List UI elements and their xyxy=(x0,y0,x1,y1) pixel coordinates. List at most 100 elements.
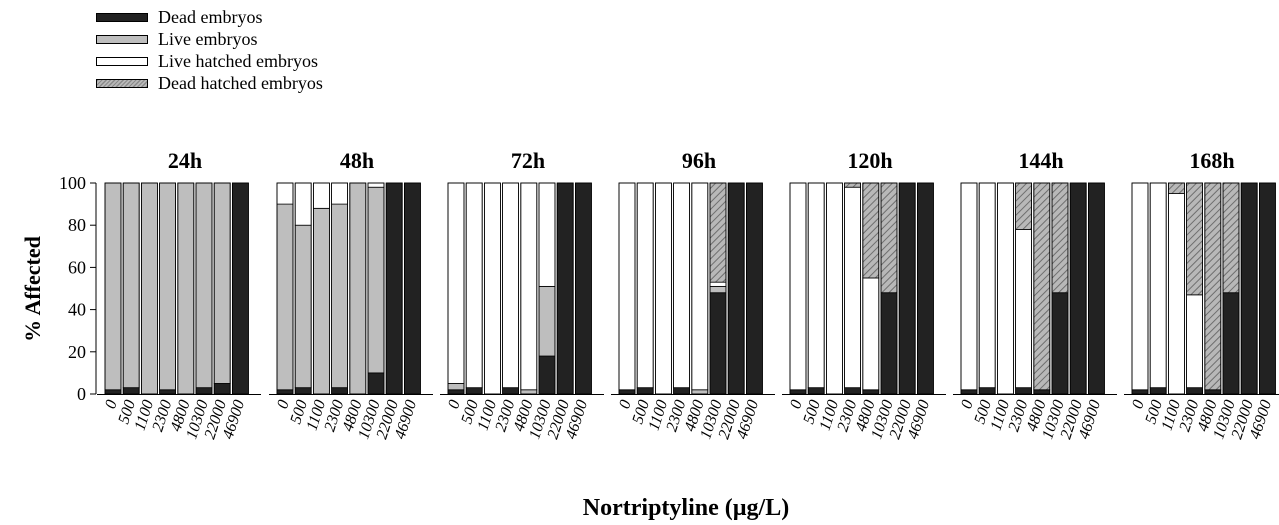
bar-outline xyxy=(1222,182,1240,395)
bar-segment-live xyxy=(331,203,349,389)
bar-segment-dead xyxy=(1240,182,1258,395)
bar-outline xyxy=(104,182,122,395)
bar-segment-dead xyxy=(1088,182,1105,395)
bar-segment-dead xyxy=(294,387,312,395)
bar-outline xyxy=(213,182,231,395)
bar-segment-dead xyxy=(1069,182,1087,395)
bar-segment-dead-hatched xyxy=(1015,182,1032,230)
bar-segment-live-hatched xyxy=(1168,193,1185,395)
bar-segment-dead xyxy=(1015,387,1032,395)
panel-title: 96h xyxy=(682,148,716,173)
panel-title: 120h xyxy=(847,148,892,173)
bar-segment-live xyxy=(177,182,195,395)
bar-segment-dead xyxy=(447,389,465,395)
bar-outline xyxy=(1131,182,1149,395)
bar-segment-dead-hatched xyxy=(1204,182,1222,391)
x-tick-label: 0 xyxy=(1129,398,1148,411)
bar-outline xyxy=(1149,182,1167,395)
legend-swatch-live xyxy=(96,34,148,44)
bar-segment-dead xyxy=(502,387,520,395)
bar-segment-live-hatched xyxy=(997,182,1014,395)
bar-segment-dead xyxy=(1204,389,1222,395)
panel-title: 168h xyxy=(1189,148,1234,173)
bar-segment-dead xyxy=(213,383,231,395)
legend-label-dead: Dead embryos xyxy=(158,6,263,27)
legend-swatch-live-hatched xyxy=(96,56,148,66)
bar-outline xyxy=(978,182,996,395)
bar-segment-dead-hatched xyxy=(844,182,861,188)
bar-segment-live-hatched xyxy=(367,182,385,188)
bar-segment-dead-hatched xyxy=(1222,182,1240,294)
bar-segment-dead xyxy=(556,182,574,395)
bar-segment-dead-hatched xyxy=(1186,182,1203,296)
bar-segment-live xyxy=(349,182,367,395)
bar-outline xyxy=(1088,182,1105,395)
bar-outline xyxy=(502,182,520,395)
bar-segment-dead-hatched xyxy=(709,182,727,283)
bar-outline xyxy=(997,182,1014,395)
bar-outline xyxy=(1259,182,1276,395)
x-tick-label: 500 xyxy=(287,398,311,426)
bar-outline xyxy=(447,182,465,395)
y-tick-label: 40 xyxy=(68,300,86,320)
bar-segment-live-hatched xyxy=(465,182,483,389)
x-tick-label: 0 xyxy=(787,398,806,411)
bar-outline xyxy=(880,182,898,395)
bar-outline xyxy=(367,182,385,395)
bar-segment-dead xyxy=(880,292,898,395)
bar-segment-dead xyxy=(538,355,556,395)
bar-segment-live-hatched xyxy=(1015,229,1032,389)
bar-segment-dead xyxy=(636,387,654,395)
bar-segment-live-hatched xyxy=(331,182,349,205)
bar-segment-dead xyxy=(862,389,880,395)
bar-segment-live-hatched xyxy=(691,182,709,391)
bar-segment-dead xyxy=(465,387,483,395)
bar-outline xyxy=(538,182,556,395)
bar-segment-live-hatched xyxy=(483,182,501,395)
bar-segment-dead xyxy=(898,182,916,395)
bar-segment-live-hatched xyxy=(1149,182,1167,389)
bar-segment-live-hatched xyxy=(312,182,330,209)
bar-segment-live xyxy=(104,182,122,391)
legend-label-live: Live embryos xyxy=(158,28,258,49)
bar-segment-live-hatched xyxy=(502,182,520,389)
x-tick-label: 500 xyxy=(629,398,653,426)
bar-segment-live-hatched xyxy=(538,182,556,287)
bar-outline xyxy=(1033,182,1051,395)
bar-segment-live-hatched xyxy=(1131,182,1149,391)
x-tick-label: 500 xyxy=(458,398,482,426)
bar-segment-dead xyxy=(789,389,807,395)
bar-outline xyxy=(349,182,367,395)
bar-segment-dead xyxy=(367,372,385,395)
bar-segment-dead xyxy=(1051,292,1069,395)
bar-outline xyxy=(177,182,195,395)
bar-segment-dead-hatched xyxy=(1168,182,1185,194)
bar-segment-dead xyxy=(104,389,122,395)
bar-outline xyxy=(556,182,574,395)
bar-segment-live-hatched xyxy=(709,281,727,287)
bar-segment-live-hatched xyxy=(978,182,996,389)
bar-segment-live-hatched xyxy=(276,182,294,205)
bar-segment-live-hatched xyxy=(636,182,654,389)
x-tick-label: 500 xyxy=(971,398,995,426)
bar-segment-dead xyxy=(746,182,763,395)
bar-segment-live xyxy=(294,224,312,389)
bar-segment-dead xyxy=(1222,292,1240,395)
legend-item-live: Live embryos xyxy=(96,28,323,50)
x-tick-label: 0 xyxy=(274,398,293,411)
bar-outline xyxy=(465,182,483,395)
bar-outline xyxy=(844,182,861,395)
bar-segment-live xyxy=(691,389,709,395)
bar-outline xyxy=(140,182,158,395)
bar-segment-dead xyxy=(385,182,403,395)
bar-outline xyxy=(1069,182,1087,395)
legend-label-dead-hatched: Dead hatched embryos xyxy=(158,72,323,93)
